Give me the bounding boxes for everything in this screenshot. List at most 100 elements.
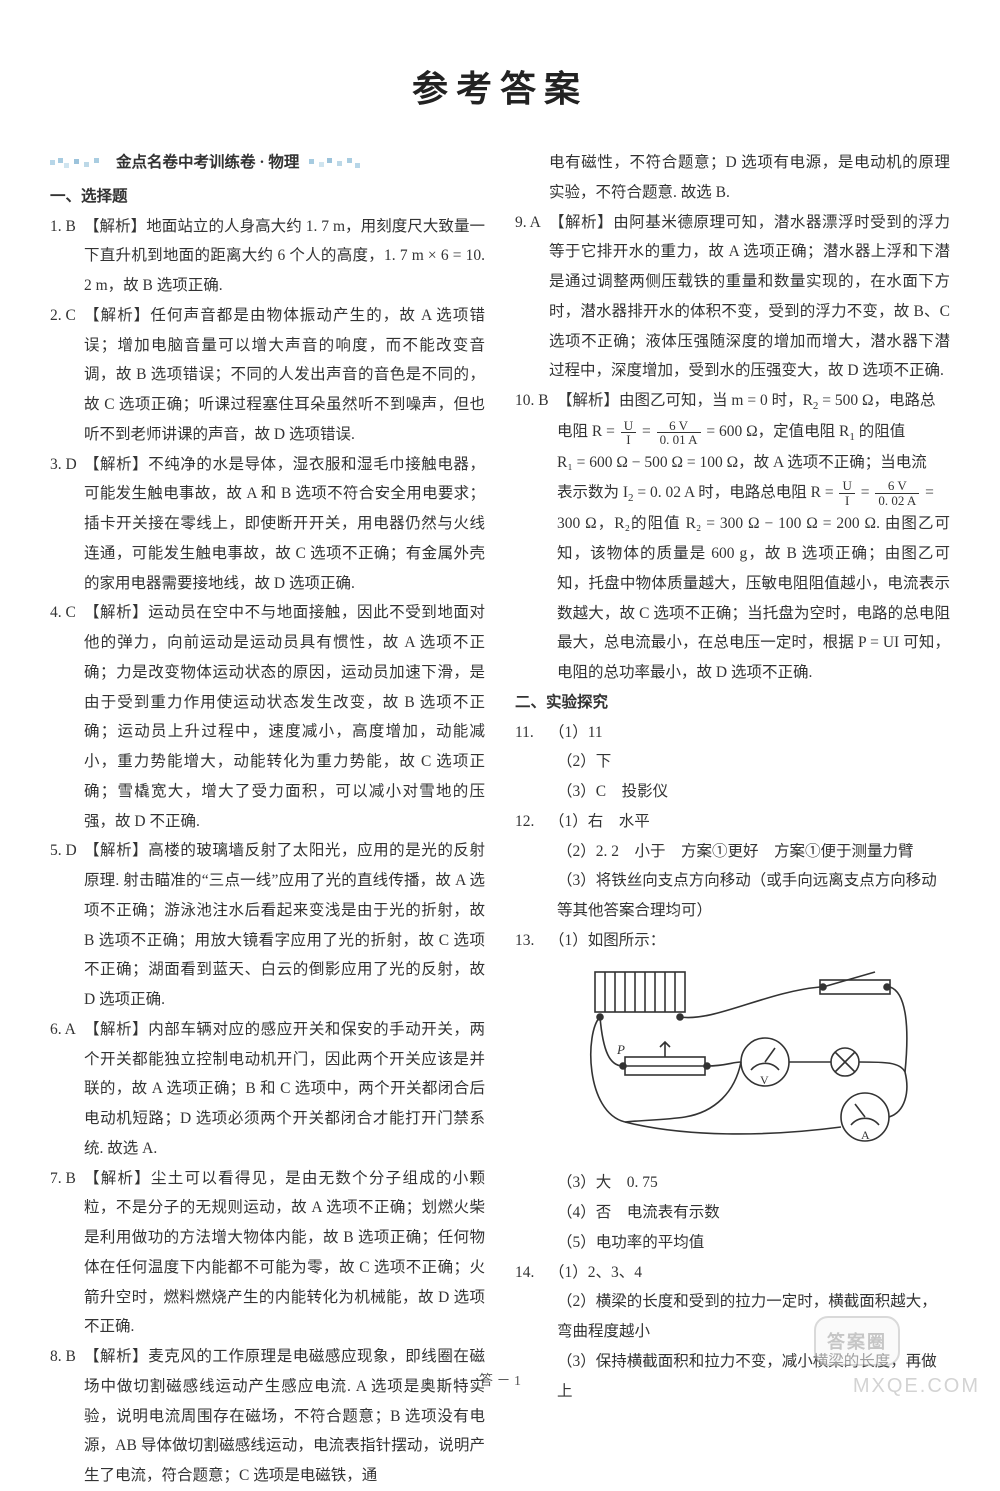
analysis-label: 【解析】 — [84, 604, 148, 621]
item-body: 【解析】不纯净的水是导体，湿衣服和湿毛巾接触电器，可能发生触电事故，故 A 和 … — [84, 450, 485, 599]
svg-text:A: A — [861, 1128, 870, 1142]
item-number: 9. A — [515, 208, 549, 238]
answer-item: 12. （1）右 水平 — [515, 807, 950, 837]
fraction-den: I — [839, 494, 854, 508]
fraction-den: 0. 01 A — [657, 433, 701, 447]
item-number: 6. A — [50, 1015, 84, 1045]
answer-item: 5. D 【解析】高楼的玻璃墙反射了太阳光，应用的是光的反射原理. 射击瞄准的“… — [50, 836, 485, 1015]
fraction: 6 V0. 02 A — [875, 479, 919, 507]
item-text: 尘土可以看得见，是由无数个分子组成的小颗粒，不是分子的无规则运动，故 A 选项不… — [84, 1170, 485, 1336]
section-tag-row: 金点名卷中考训练卷 · 物理 — [50, 148, 485, 178]
fraction-num: U — [621, 419, 636, 434]
item-body: 【解析】麦克风的工作原理是电磁感应现象，即线圈在磁场中做切割磁感线运动产生感应电… — [84, 1342, 485, 1491]
answer-item: 6. A 【解析】内部车辆对应的感应开关和保安的手动开关，两个开关都能独立控制电… — [50, 1015, 485, 1164]
item-number: 7. B — [50, 1164, 84, 1194]
item-body: （1）右 水平 — [549, 807, 950, 837]
answer-item: 9. A 【解析】由阿基米德原理可知，潜水器漂浮时受到的浮力等于它排开水的重力，… — [515, 208, 950, 387]
section-tag: 金点名卷中考训练卷 · 物理 — [116, 148, 299, 178]
right-column: 电有磁性，不符合题意；D 选项有电源，是电动机的原理实验，不符合题意. 故选 B… — [515, 148, 950, 1491]
q11-b: （2）下 — [515, 747, 950, 777]
q10-line5: 300 Ω，R₂的阻值 R₂ = 300 Ω − 100 Ω = 200 Ω. … — [515, 509, 950, 688]
item-body: 【解析】内部车辆对应的感应开关和保安的手动开关，两个开关都能独立控制电动机开门，… — [84, 1015, 485, 1164]
fraction-num: U — [839, 479, 854, 494]
q13-c4: （4）否 电流表有示数 — [515, 1198, 950, 1228]
answer-item: 11. （1）11 — [515, 718, 950, 748]
left-column: 金点名卷中考训练卷 · 物理 一、选择题 1. B 【解析】地面站立的人身高大约… — [50, 148, 485, 1491]
fraction: UI — [839, 479, 854, 507]
analysis-label: 【解析】 — [84, 1021, 148, 1038]
item-number: 11. — [515, 718, 549, 748]
q10-line1a: 由图乙可知，当 m = 0 时，R — [619, 392, 813, 409]
q10-line2: 电阻 R = UI = 6 V0. 01 A = 600 Ω，定值电阻 R1 的… — [515, 417, 950, 448]
item-number: 13. — [515, 926, 549, 956]
analysis-label: 【解析】 — [549, 214, 613, 231]
fraction-den: I — [621, 433, 636, 447]
analysis-label: 【解析】 — [84, 218, 146, 235]
item-text: 运动员在空中不与地面接触，因此不受到地面对他的弹力，向前运动是运动员具有惯性，故… — [84, 604, 485, 829]
analysis-label: 【解析】 — [84, 842, 148, 859]
q10-line2d: 的阻值 — [855, 423, 905, 440]
item-body: 【解析】任何声音都是由物体振动产生的，故 A 选项错误；增加电脑音量可以增大声音… — [84, 301, 485, 450]
fraction: 6 V0. 01 A — [657, 419, 701, 447]
q8-continued: 电有磁性，不符合题意；D 选项有电源，是电动机的原理实验，不符合题意. 故选 B… — [515, 148, 950, 208]
fraction: UI — [621, 419, 636, 447]
item-body: 【解析】由阿基米德原理可知，潜水器漂浮时受到的浮力等于它排开水的重力，故 A 选… — [549, 208, 950, 387]
answer-item: 8. B 【解析】麦克风的工作原理是电磁感应现象，即线圈在磁场中做切割磁感线运动… — [50, 1342, 485, 1491]
answer-item: 13. （1）如图所示： — [515, 926, 950, 956]
analysis-label: 【解析】 — [84, 1348, 148, 1365]
item-text: 由阿基米德原理可知，潜水器漂浮时受到的浮力等于它排开水的重力，故 A 选项正确；… — [549, 214, 950, 380]
item-body: 【解析】高楼的玻璃墙反射了太阳光，应用的是光的反射原理. 射击瞄准的“三点一线”… — [84, 836, 485, 1015]
subheading-2: 二、实验探究 — [515, 688, 950, 718]
analysis-label: 【解析】 — [84, 456, 148, 473]
q10-line2b: = — [638, 423, 655, 440]
item-body: （1）11 — [549, 718, 950, 748]
item-number: 2. C — [50, 301, 84, 331]
circuit-figure: P V A — [515, 956, 950, 1169]
item-text: 麦克风的工作原理是电磁感应现象，即线圈在磁场中做切割磁感线运动产生感应电流. A… — [84, 1348, 485, 1484]
fraction-den: 0. 02 A — [875, 494, 919, 508]
ornament-left-icon — [50, 155, 110, 171]
item-body: （1）如图所示： — [549, 926, 950, 956]
q13-c3: （3）大 0. 75 — [515, 1168, 950, 1198]
item-number: 12. — [515, 807, 549, 837]
fraction-num: 6 V — [657, 419, 701, 434]
analysis-label: 【解析】 — [84, 1170, 151, 1187]
page-title: 参考答案 — [50, 60, 950, 112]
item-number: 5. D — [50, 836, 84, 866]
answer-item: 4. C 【解析】运动员在空中不与地面接触，因此不受到地面对他的弹力，向前运动是… — [50, 598, 485, 836]
answer-item: 14. （1）2、3、4 — [515, 1258, 950, 1288]
item-number: 3. D — [50, 450, 84, 480]
fraction-num: 6 V — [875, 479, 919, 494]
svg-text:V: V — [760, 1073, 769, 1087]
q10-line4d: = — [921, 484, 934, 501]
answer-item: 10. B 【解析】由图乙可知，当 m = 0 时，R2 = 500 Ω，电路总 — [515, 386, 950, 417]
item-body: 【解析】尘土可以看得见，是由无数个分子组成的小颗粒，不是分子的无规则运动，故 A… — [84, 1164, 485, 1343]
q10-line1b: = 500 Ω，电路总 — [818, 392, 935, 409]
q10-line2a: 电阻 R = — [557, 423, 619, 440]
item-number: 8. B — [50, 1342, 84, 1372]
watermark-text: MXQE.COM — [853, 1375, 980, 1398]
analysis-label: 【解析】 — [84, 307, 150, 324]
answer-item: 2. C 【解析】任何声音都是由物体振动产生的，故 A 选项错误；增加电脑音量可… — [50, 301, 485, 450]
answer-item: 1. B 【解析】地面站立的人身高大约 1. 7 m，用刻度尺大致量一下直升机到… — [50, 212, 485, 301]
item-text: 任何声音都是由物体振动产生的，故 A 选项错误；增加电脑音量可以增大声音的响度，… — [84, 307, 485, 443]
ornament-right-icon — [305, 155, 365, 171]
watermark-bubble: 答案圈 — [814, 1316, 900, 1366]
item-body: 【解析】地面站立的人身高大约 1. 7 m，用刻度尺大致量一下直升机到地面的距离… — [84, 212, 485, 301]
q13-c5: （5）电功率的平均值 — [515, 1228, 950, 1258]
item-body: 【解析】由图乙可知，当 m = 0 时，R2 = 500 Ω，电路总 — [557, 386, 950, 417]
q10-line4b: = 0. 02 A 时，电路总电阻 R = — [634, 484, 838, 501]
q10-line2c: = 600 Ω，定值电阻 R — [703, 423, 850, 440]
svg-text:P: P — [616, 1042, 625, 1057]
answer-item: 3. D 【解析】不纯净的水是导体，湿衣服和湿毛巾接触电器，可能发生触电事故，故… — [50, 450, 485, 599]
item-text: 不纯净的水是导体，湿衣服和湿毛巾接触电器，可能发生触电事故，故 A 和 B 选项… — [84, 456, 485, 592]
analysis-label: 【解析】 — [557, 392, 619, 409]
item-text: 高楼的玻璃墙反射了太阳光，应用的是光的反射原理. 射击瞄准的“三点一线”应用了光… — [84, 842, 485, 1008]
q10-line4a: 表示数为 I — [557, 484, 628, 501]
q11-c: （3）C 投影仪 — [515, 777, 950, 807]
two-column-layout: 金点名卷中考训练卷 · 物理 一、选择题 1. B 【解析】地面站立的人身高大约… — [50, 148, 950, 1491]
q10-line4: 表示数为 I2 = 0. 02 A 时，电路总电阻 R = UI = 6 V0.… — [515, 478, 950, 509]
item-text: 内部车辆对应的感应开关和保安的手动开关，两个开关都能独立控制电动机开门，因此两个… — [84, 1021, 485, 1157]
item-body: （1）2、3、4 — [549, 1258, 950, 1288]
q10-line4c: = — [857, 484, 874, 501]
